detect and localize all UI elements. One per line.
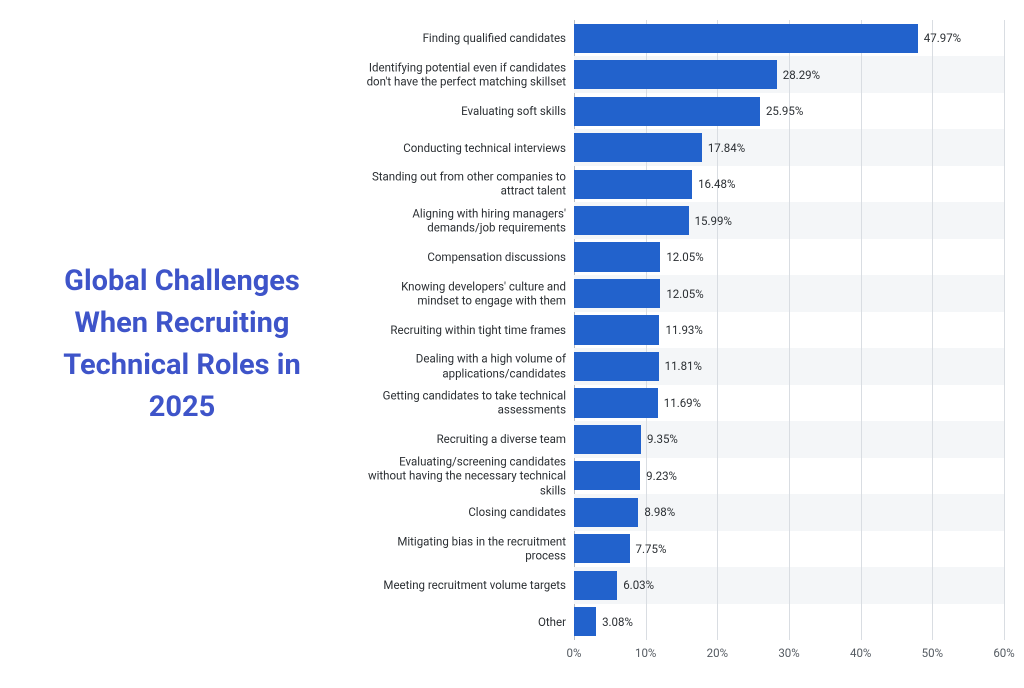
value-label: 28.29%: [777, 68, 820, 82]
bar: 12.05%: [574, 242, 660, 271]
x-axis-labels: 0%10%20%30%40%50%60%: [574, 640, 1004, 670]
value-label: 8.98%: [638, 505, 675, 519]
category-label: Other: [362, 615, 574, 629]
page-title: Global Challenges When Recruiting Techni…: [30, 260, 334, 428]
x-tick-label: 30%: [778, 646, 799, 660]
x-tick-label: 40%: [850, 646, 871, 660]
bar-row: Knowing developers' culture and mindset …: [574, 275, 1004, 311]
category-label: Finding qualified candidates: [362, 31, 574, 45]
bar-row: Other3.08%: [574, 604, 1004, 640]
bar-chart: Finding qualified candidates47.97%Identi…: [354, 20, 1024, 670]
bar: 15.99%: [574, 206, 689, 235]
category-label: Closing candidates: [362, 505, 574, 519]
category-label: Aligning with hiring managers' demands/j…: [362, 206, 574, 235]
bar: 11.81%: [574, 352, 659, 381]
bar-row: Identifying potential even if candidates…: [574, 56, 1004, 92]
category-label: Recruiting a diverse team: [362, 432, 574, 446]
bar-row: Meeting recruitment volume targets6.03%: [574, 567, 1004, 603]
value-label: 16.48%: [692, 177, 735, 191]
bar: 47.97%: [574, 24, 918, 53]
bar-row: Recruiting within tight time frames11.93…: [574, 312, 1004, 348]
bar-row: Recruiting a diverse team9.35%: [574, 421, 1004, 457]
category-label: Evaluating soft skills: [362, 104, 574, 118]
chart-column: Finding qualified candidates47.97%Identi…: [354, 0, 1024, 688]
category-label: Getting candidates to take technical ass…: [362, 389, 574, 418]
bar: 25.95%: [574, 97, 760, 126]
value-label: 15.99%: [689, 214, 732, 228]
title-column: Global Challenges When Recruiting Techni…: [0, 260, 354, 428]
category-label: Compensation discussions: [362, 250, 574, 264]
bar: 6.03%: [574, 571, 617, 600]
value-label: 6.03%: [617, 578, 654, 592]
x-tick-label: 10%: [635, 646, 656, 660]
x-tick-label: 50%: [922, 646, 943, 660]
bar-row: Conducting technical interviews17.84%: [574, 129, 1004, 165]
value-label: 3.08%: [596, 615, 633, 629]
category-label: Standing out from other companies to att…: [362, 170, 574, 199]
bar: 11.93%: [574, 315, 659, 344]
bar-row: Mitigating bias in the recruitment proce…: [574, 531, 1004, 567]
bar-row: Closing candidates8.98%: [574, 494, 1004, 530]
bar-row: Getting candidates to take technical ass…: [574, 385, 1004, 421]
category-label: Dealing with a high volume of applicatio…: [362, 352, 574, 381]
category-label: Evaluating/screening candidates without …: [362, 454, 574, 497]
bar: 8.98%: [574, 498, 638, 527]
bar: 3.08%: [574, 607, 596, 636]
x-tick-label: 20%: [707, 646, 728, 660]
bar-row: Evaluating soft skills25.95%: [574, 93, 1004, 129]
plot-area: Finding qualified candidates47.97%Identi…: [574, 20, 1004, 640]
value-label: 12.05%: [660, 250, 703, 264]
value-label: 12.05%: [660, 287, 703, 301]
bar-row: Finding qualified candidates47.97%: [574, 20, 1004, 56]
category-label: Meeting recruitment volume targets: [362, 578, 574, 592]
grid-line: [1004, 20, 1005, 640]
bar: 7.75%: [574, 534, 630, 563]
category-label: Recruiting within tight time frames: [362, 323, 574, 337]
x-tick-label: 60%: [993, 646, 1014, 660]
bar: 9.23%: [574, 461, 640, 490]
value-label: 7.75%: [630, 542, 667, 556]
bar-row: Aligning with hiring managers' demands/j…: [574, 202, 1004, 238]
bar-row: Compensation discussions12.05%: [574, 239, 1004, 275]
value-label: 11.93%: [659, 323, 702, 337]
page: Global Challenges When Recruiting Techni…: [0, 0, 1024, 688]
bar: 12.05%: [574, 279, 660, 308]
value-label: 9.35%: [641, 432, 678, 446]
bar: 28.29%: [574, 60, 777, 89]
value-label: 25.95%: [760, 104, 803, 118]
bar: 16.48%: [574, 170, 692, 199]
value-label: 11.81%: [659, 359, 702, 373]
value-label: 11.69%: [658, 396, 701, 410]
category-label: Mitigating bias in the recruitment proce…: [362, 534, 574, 563]
category-label: Identifying potential even if candidates…: [362, 60, 574, 89]
category-label: Conducting technical interviews: [362, 140, 574, 154]
bar: 11.69%: [574, 388, 658, 417]
value-label: 9.23%: [640, 469, 677, 483]
bar-row: Evaluating/screening candidates without …: [574, 458, 1004, 494]
category-label: Knowing developers' culture and mindset …: [362, 279, 574, 308]
bar-row: Dealing with a high volume of applicatio…: [574, 348, 1004, 384]
value-label: 17.84%: [702, 141, 745, 155]
bar: 17.84%: [574, 133, 702, 162]
bar: 9.35%: [574, 425, 641, 454]
bar-row: Standing out from other companies to att…: [574, 166, 1004, 202]
x-tick-label: 0%: [567, 646, 582, 660]
value-label: 47.97%: [918, 31, 961, 45]
